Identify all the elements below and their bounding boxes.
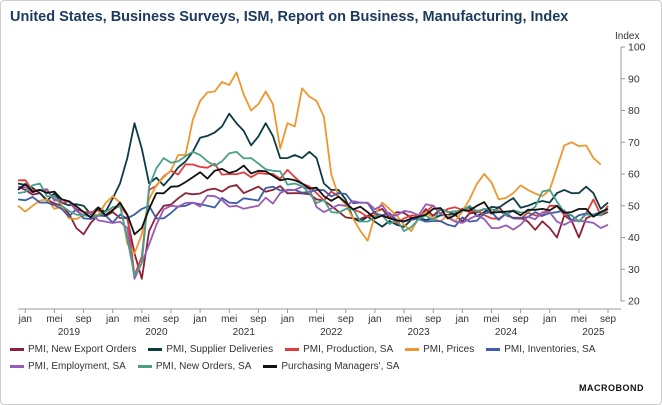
x-tick-label: mei bbox=[571, 314, 587, 325]
legend-label: PMI, Production, SA bbox=[303, 344, 394, 355]
x-tick-label: sep bbox=[250, 314, 267, 325]
y-tick-label: 30 bbox=[628, 264, 640, 276]
legend-row: PMI, New Export Orders PMI, Supplier Deli… bbox=[10, 344, 595, 355]
legend-swatch bbox=[486, 348, 501, 351]
macrobond-logo: MACROBOND bbox=[579, 383, 644, 393]
y-tick-label: 70 bbox=[628, 137, 640, 149]
x-tick-label: sep bbox=[600, 314, 617, 325]
x-tick-label: jan bbox=[105, 314, 119, 325]
legend-item: PMI, New Orders, SA bbox=[137, 361, 252, 372]
legend-swatch bbox=[148, 348, 163, 351]
y-tick-label: 90 bbox=[628, 73, 640, 85]
x-year-label: 2023 bbox=[407, 327, 430, 338]
y-tick-label: 80 bbox=[628, 105, 640, 117]
x-year-label: 2019 bbox=[58, 327, 81, 338]
y-tick-label: 100 bbox=[628, 42, 646, 54]
y-tick-label: 20 bbox=[628, 296, 640, 308]
y-tick-label: 50 bbox=[628, 200, 640, 212]
series-line-purchasing-managers-sa bbox=[17, 164, 609, 236]
x-tick-label: sep bbox=[513, 314, 530, 325]
y-tick-label: 60 bbox=[628, 169, 640, 181]
legend-label: PMI, Prices bbox=[423, 344, 475, 355]
x-tick-label: mei bbox=[309, 314, 325, 325]
x-year-label: 2020 bbox=[145, 327, 168, 338]
legend: PMI, New Export Orders PMI, Supplier Deli… bbox=[10, 344, 595, 378]
series-line-pmi-supplier-deliveries bbox=[17, 112, 609, 228]
x-tick-label: jan bbox=[367, 314, 381, 325]
legend-swatch bbox=[285, 348, 300, 351]
x-tick-label: mei bbox=[221, 314, 237, 325]
legend-label: PMI, New Export Orders bbox=[28, 344, 137, 355]
legend-item: PMI, Employment, SA bbox=[10, 361, 126, 372]
legend-swatch bbox=[10, 348, 24, 351]
x-tick-label: mei bbox=[46, 314, 62, 325]
x-tick-label: jan bbox=[18, 314, 32, 325]
legend-label: PMI, Inventories, SA bbox=[504, 344, 596, 355]
x-tick-label: mei bbox=[483, 314, 499, 325]
legend-swatch bbox=[263, 365, 278, 368]
legend-swatch bbox=[137, 365, 152, 368]
x-year-label: 2021 bbox=[233, 327, 256, 338]
x-year-label: 2022 bbox=[320, 327, 343, 338]
legend-label: PMI, Employment, SA bbox=[28, 361, 126, 372]
legend-item: PMI, New Export Orders bbox=[10, 344, 136, 355]
x-tick-label: jan bbox=[192, 314, 206, 325]
series-line-pmi-production-sa bbox=[17, 162, 609, 277]
x-tick-label: jan bbox=[542, 314, 556, 325]
legend-row: PMI, Employment, SA PMI, New Orders, SA Pu… bbox=[10, 361, 570, 372]
y-axis-label: Index bbox=[615, 31, 639, 42]
x-tick-label: mei bbox=[134, 314, 150, 325]
x-tick-label: jan bbox=[280, 314, 294, 325]
legend-label: PMI, Supplier Deliveries bbox=[166, 344, 274, 355]
y-tick-label: 40 bbox=[628, 232, 640, 244]
x-tick-label: sep bbox=[338, 314, 355, 325]
x-tick-label: sep bbox=[75, 314, 92, 325]
x-tick-label: jan bbox=[455, 314, 469, 325]
legend-item: PMI, Prices bbox=[405, 344, 474, 355]
series-line-pmi-prices bbox=[17, 71, 602, 255]
legend-item: Purchasing Managers', SA bbox=[263, 361, 399, 372]
x-tick-label: mei bbox=[396, 314, 412, 325]
legend-label: Purchasing Managers', SA bbox=[281, 361, 400, 372]
legend-swatch bbox=[10, 365, 24, 368]
x-tick-label: sep bbox=[425, 314, 442, 325]
legend-item: PMI, Inventories, SA bbox=[486, 344, 595, 355]
series-line-pmi-inventories-sa bbox=[17, 185, 609, 228]
x-tick-label: sep bbox=[163, 314, 180, 325]
x-year-label: 2024 bbox=[495, 327, 518, 338]
legend-label: PMI, New Orders, SA bbox=[155, 361, 252, 372]
legend-item: PMI, Production, SA bbox=[285, 344, 393, 355]
chart-title: United States, Business Surveys, ISM, Re… bbox=[10, 9, 569, 25]
series-line-pmi-employment-sa bbox=[17, 185, 609, 280]
legend-item: PMI, Supplier Deliveries bbox=[148, 344, 273, 355]
x-year-label: 2025 bbox=[582, 327, 605, 338]
legend-swatch bbox=[405, 348, 420, 351]
